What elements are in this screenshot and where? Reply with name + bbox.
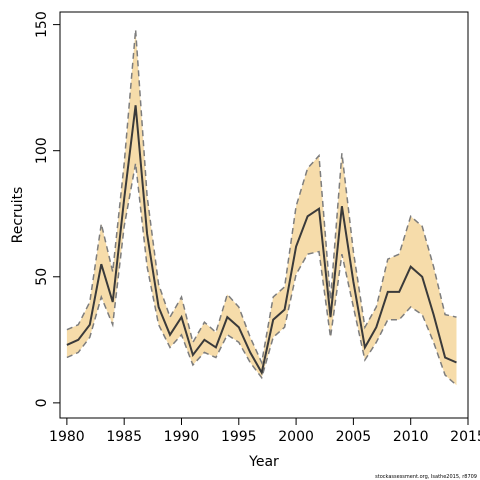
x-axis-title: Year <box>248 454 279 470</box>
confidence-band <box>66 29 457 386</box>
y-tick-label: 150 <box>34 11 50 38</box>
y-tick-label: 100 <box>34 137 50 164</box>
x-tick-label: 2015 <box>450 429 480 445</box>
x-tick-label: 2005 <box>336 429 372 445</box>
y-tick-label: 50 <box>34 268 50 286</box>
y-tick-label: 0 <box>34 398 50 407</box>
lower-bound-line <box>66 163 457 386</box>
y-axis-title: Recruits <box>10 187 26 244</box>
x-tick-label: 2010 <box>393 429 429 445</box>
x-tick-label: 1980 <box>49 429 85 445</box>
x-axis: 1980 1985 1990 1995 2000 2005 2010 2015 <box>49 417 480 445</box>
credit-text: stockassessment.org, Isathe2015, r8709 <box>375 474 477 480</box>
x-tick-label: 1985 <box>106 429 142 445</box>
x-tick-label: 2000 <box>278 429 314 445</box>
plot-area <box>66 29 457 386</box>
y-axis: 0 50 100 150 <box>34 11 61 407</box>
x-tick-label: 1990 <box>164 429 200 445</box>
upper-bound-line <box>66 29 457 366</box>
recruits-estimate-line <box>66 105 457 376</box>
x-tick-label: 1995 <box>221 429 257 445</box>
